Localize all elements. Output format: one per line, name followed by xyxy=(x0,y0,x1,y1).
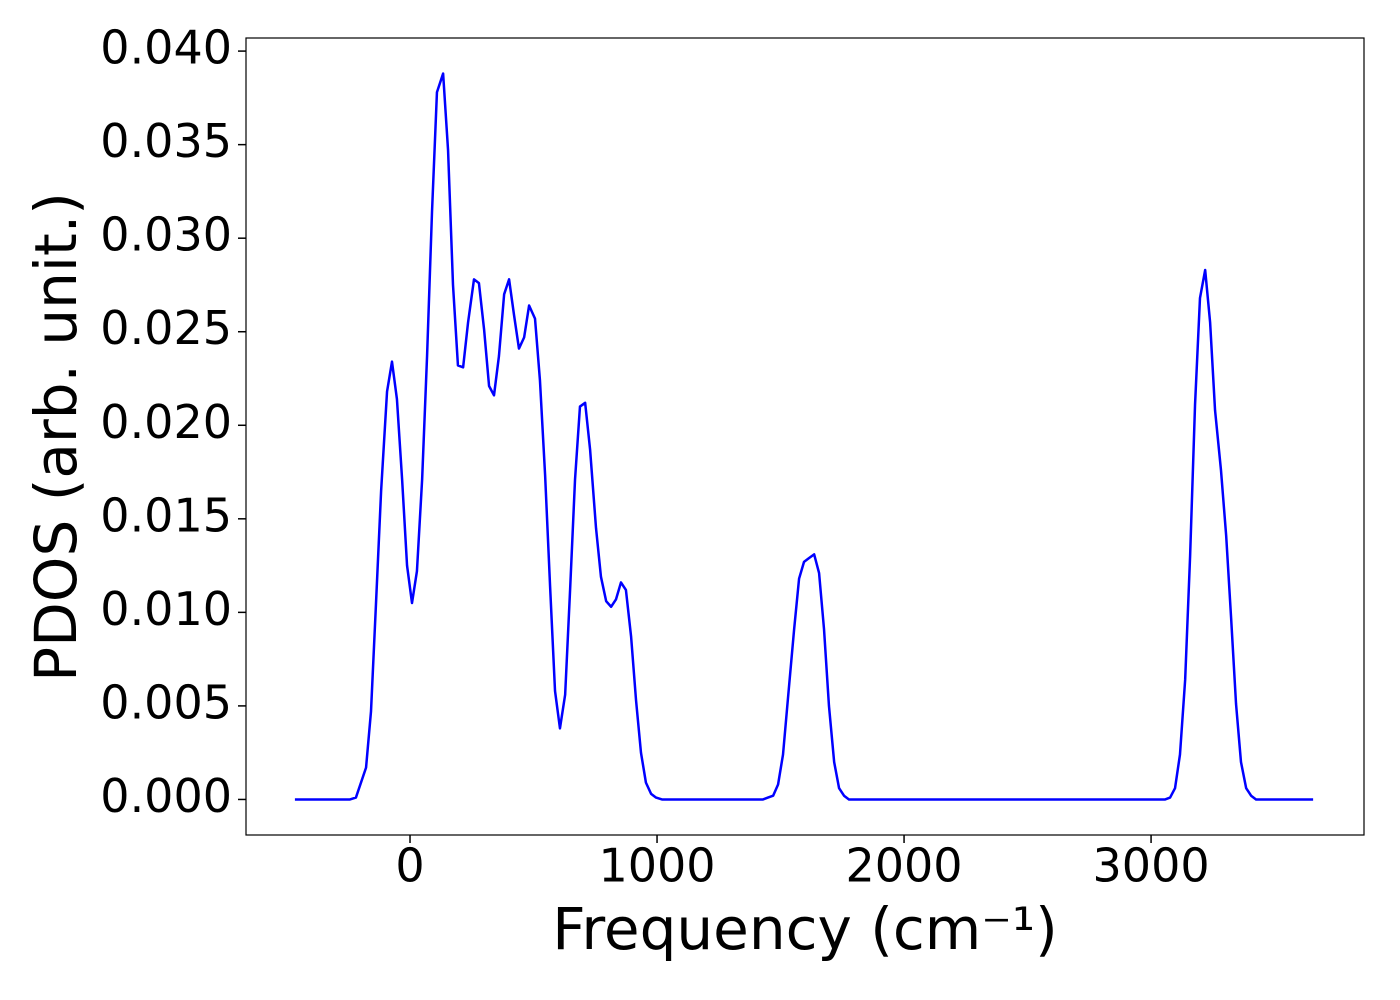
x-axis-label: Frequency (cm⁻¹) xyxy=(552,895,1058,963)
y-tick-label: 0.035 xyxy=(100,114,232,168)
y-tick-label: 0.000 xyxy=(100,769,232,823)
y-tick-label: 0.005 xyxy=(100,675,232,729)
y-tick-label: 0.030 xyxy=(100,208,232,262)
x-tick-label: 3000 xyxy=(1093,839,1210,893)
y-tick-label: 0.015 xyxy=(100,488,232,542)
x-tick-label: 2000 xyxy=(846,839,963,893)
y-tick-label: 0.040 xyxy=(100,21,232,75)
y-tick-label: 0.025 xyxy=(100,301,232,355)
x-tick-label: 0 xyxy=(395,839,424,893)
plot-frame xyxy=(245,37,1365,836)
data-line xyxy=(294,72,1314,801)
x-tick-label: 1000 xyxy=(598,839,715,893)
y-tick-label: 0.010 xyxy=(100,582,232,636)
y-axis-label: PDOS (arb. unit.) xyxy=(22,192,90,682)
y-tick-label: 0.020 xyxy=(100,395,232,449)
